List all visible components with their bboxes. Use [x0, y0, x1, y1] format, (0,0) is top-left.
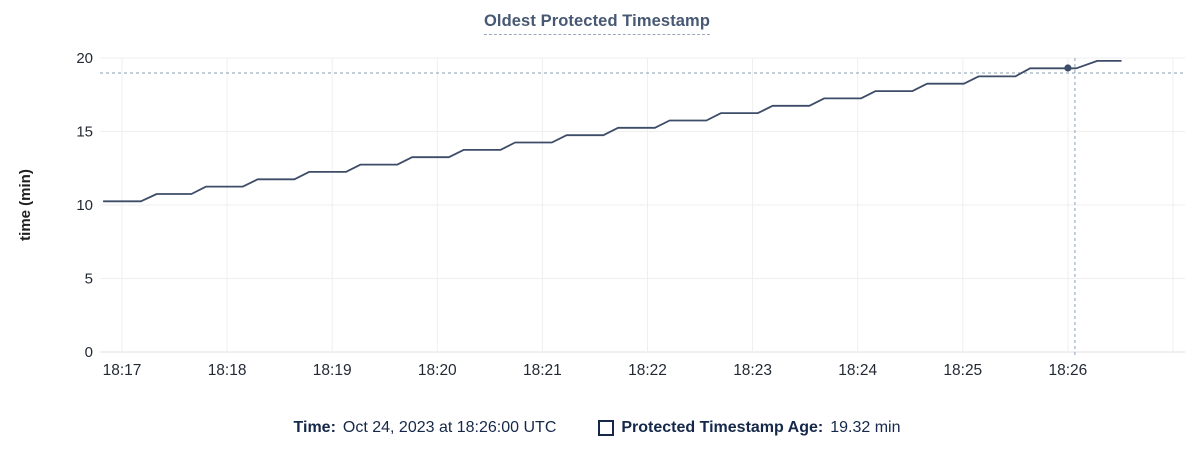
y-tick-label: 15 — [76, 124, 93, 141]
y-tick-label: 20 — [76, 50, 93, 67]
legend-series-label: Protected Timestamp Age: — [621, 419, 824, 436]
legend-series-value: 19.32 min — [830, 419, 901, 436]
chart-header: Oldest Protected Timestamp — [0, 12, 1194, 35]
y-tick-label: 0 — [85, 344, 93, 361]
x-tick-label: 18:21 — [523, 362, 562, 379]
time-value: Oct 24, 2023 at 18:26:00 UTC — [342, 419, 557, 436]
chart-footer: Time: Oct 24, 2023 at 18:26:00 UTC Prote… — [0, 419, 1194, 437]
y-tick-label: 10 — [76, 197, 93, 214]
hover-time-readout: Time: Oct 24, 2023 at 18:26:00 UTC — [294, 419, 557, 437]
y-tick-label: 5 — [85, 271, 93, 288]
x-tick-label: 18:23 — [733, 362, 772, 379]
legend-item-protected-timestamp-age[interactable]: Protected Timestamp Age: 19.32 min — [598, 419, 900, 437]
chart-plot-area[interactable]: 0 5 10 15 20 18:17 18:18 18:19 18:20 18:21 18:22 18… — [0, 0, 1194, 412]
chart-title[interactable]: Oldest Protected Timestamp — [483, 12, 711, 35]
x-tick-label: 18:26 — [1049, 362, 1088, 379]
x-tick-label: 18:19 — [313, 362, 352, 379]
x-tick-label: 18:25 — [943, 362, 982, 379]
series-line-protected-timestamp-age — [103, 60, 1122, 203]
time-label: Time: — [293, 419, 336, 436]
y-axis-title: time (min) — [17, 169, 34, 241]
x-tick-label: 18:17 — [103, 362, 142, 379]
x-tick-label: 18:22 — [628, 362, 667, 379]
x-tick-label: 18:20 — [418, 362, 457, 379]
legend-checkbox-icon[interactable] — [598, 420, 615, 436]
x-tick-label: 18:24 — [838, 362, 877, 379]
hover-dot — [1064, 64, 1072, 72]
x-tick-label: 18:18 — [208, 362, 247, 379]
